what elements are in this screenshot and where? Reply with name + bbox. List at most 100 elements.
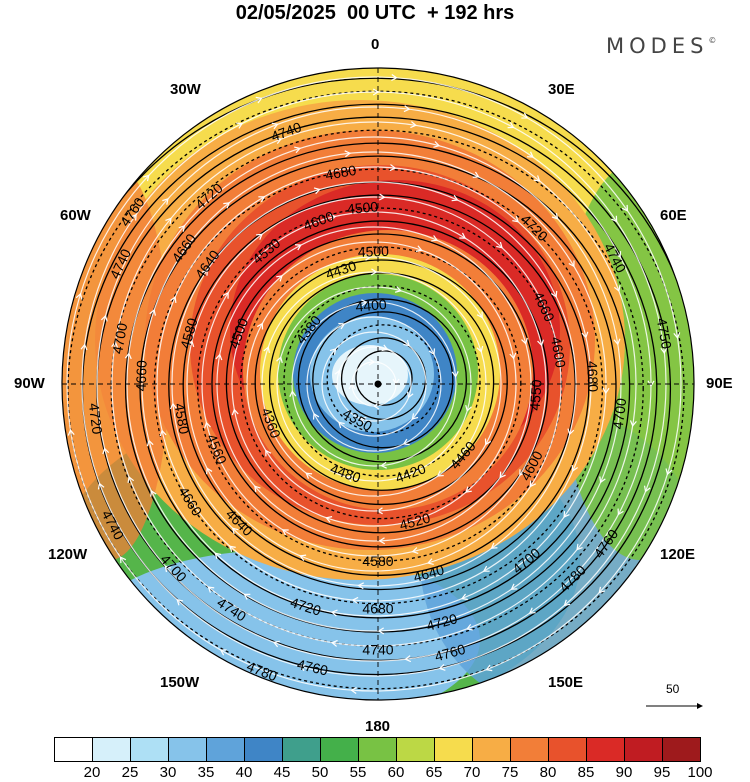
lon-label-60e: 60E xyxy=(660,207,687,224)
streamline-arrow xyxy=(660,347,668,355)
streamline-arrow xyxy=(568,260,575,268)
height-contour xyxy=(225,233,536,534)
streamline-arrow xyxy=(222,291,229,299)
contour-label: 4750 xyxy=(654,317,675,351)
contour-label: 4680 xyxy=(324,162,358,183)
streamline-arrow xyxy=(100,314,108,322)
streamline-arrow xyxy=(97,482,105,490)
colorbar-swatch xyxy=(434,737,473,762)
colorbar-tick-label: 50 xyxy=(311,764,329,781)
streamline-arrow xyxy=(331,639,338,647)
streamline-arrow xyxy=(431,235,439,242)
map-boundary xyxy=(61,67,695,701)
streamline-arrow xyxy=(406,391,414,399)
streamline-arrow xyxy=(647,380,655,388)
streamline-arrow xyxy=(338,421,345,429)
vector-scale-label: 50 xyxy=(666,682,680,696)
streamline-arrow xyxy=(459,232,467,239)
colorbar-tick-label: 55 xyxy=(349,764,367,781)
brand-name: MODES xyxy=(606,34,709,58)
streamline-arrow xyxy=(598,586,606,594)
streamline-arrow xyxy=(313,187,321,195)
streamline-arrow xyxy=(255,96,263,104)
streamline-arrow xyxy=(617,508,624,516)
streamline-arrow xyxy=(602,387,610,395)
streamline-arrow xyxy=(391,73,398,81)
contour-label: 4500 xyxy=(346,198,379,217)
height-contour xyxy=(326,324,440,435)
streamline-arrow xyxy=(521,337,528,345)
streamline-arrow xyxy=(378,537,386,545)
streamline-arrow xyxy=(484,438,492,446)
streamline-arrow xyxy=(346,475,354,482)
streamline-arrow xyxy=(433,141,441,148)
streamline-arrow xyxy=(80,343,88,351)
north-pole-marker xyxy=(374,380,382,388)
streamline-arrow xyxy=(124,352,132,360)
streamline-arrow xyxy=(298,664,306,672)
streamline-arrow xyxy=(142,174,150,182)
streamline-arrow xyxy=(294,244,302,251)
streamline-arrow xyxy=(563,511,570,518)
streamline-arrow xyxy=(438,664,446,671)
streamline-arrow xyxy=(551,212,559,220)
streamline-arrow xyxy=(325,516,333,523)
lon-label-90w: 90W xyxy=(14,375,45,392)
colorbar xyxy=(54,737,701,762)
streamline-arrow xyxy=(231,408,239,416)
streamline-arrow xyxy=(512,215,519,223)
contour-label: 4550 xyxy=(527,379,545,411)
streamline-arrow xyxy=(305,472,313,479)
streamline-arrow xyxy=(223,202,230,209)
brand-logo: MODES© xyxy=(606,34,716,58)
contour-label: 4580 xyxy=(171,402,192,436)
colorbar-swatch xyxy=(586,737,625,762)
streamline-arrow xyxy=(299,554,307,561)
lon-label-150w: 150W xyxy=(160,674,200,691)
streamline-arrow xyxy=(368,358,376,366)
colorbar-swatch xyxy=(92,737,131,762)
lon-label-90e: 90E xyxy=(706,375,733,392)
streamline-arrow xyxy=(527,151,534,158)
streamline-arrow xyxy=(204,421,211,429)
contour-label: 4640 xyxy=(412,561,446,585)
colorbar-swatch xyxy=(244,737,283,762)
streamline-arrow xyxy=(361,299,368,307)
colorbar-tick-label: 45 xyxy=(273,764,291,781)
streamline-arrow xyxy=(150,489,157,497)
lon-label-30w: 30W xyxy=(170,81,201,98)
streamline-arrow xyxy=(170,296,177,304)
streamline-arrow xyxy=(571,464,578,472)
height-contour xyxy=(297,298,468,463)
streamline-arrow xyxy=(207,586,215,593)
streamline-arrow xyxy=(276,356,283,364)
colorbar-tick-label: 80 xyxy=(539,764,557,781)
streamline-arrow xyxy=(231,527,239,535)
streamline-arrow xyxy=(533,175,541,182)
streamline-arrow xyxy=(510,583,518,590)
contour-label: 4700 xyxy=(109,322,130,356)
lon-label-180: 180 xyxy=(365,718,391,735)
contour-label: 4520 xyxy=(398,510,432,534)
colorbar-tick-label: 65 xyxy=(425,764,443,781)
streamline-arrow xyxy=(581,331,589,339)
streamline-arrow xyxy=(256,233,263,240)
streamline-arrow xyxy=(119,556,127,564)
colorbar-tick-label: 25 xyxy=(121,764,139,781)
streamline-arrow xyxy=(410,121,417,129)
colorbar-swatch xyxy=(54,737,93,762)
streamline-arrow xyxy=(272,640,280,648)
streamline-arrow xyxy=(275,137,283,145)
colorbar-tick-label: 20 xyxy=(83,764,101,781)
height-contour xyxy=(254,259,508,506)
streamline-arrow xyxy=(482,565,490,572)
streamline-arrow xyxy=(214,552,222,560)
streamline-arrow xyxy=(377,627,385,635)
streamline-arrow xyxy=(550,290,558,298)
streamline-arrow xyxy=(428,348,436,356)
streamline-arrow xyxy=(365,253,372,261)
height-contour xyxy=(283,285,481,477)
colorbar-swatch xyxy=(472,737,511,762)
streamline-arrow xyxy=(490,542,498,549)
streamline-arrow xyxy=(485,664,493,672)
